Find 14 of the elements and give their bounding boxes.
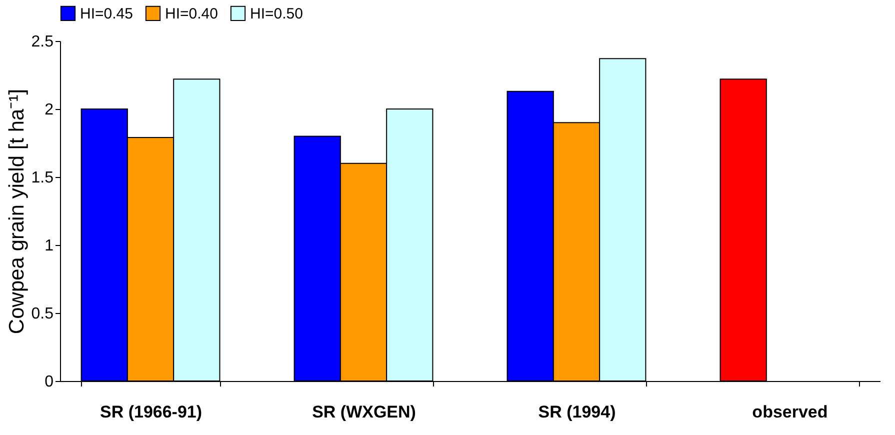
y-tick-label: 0	[44, 374, 54, 390]
x-tick-label: SR (1966-91)	[100, 402, 202, 422]
x-tick-label: SR (WXGEN)	[312, 402, 416, 422]
y-tick-label: 0.5	[31, 306, 54, 322]
y-tick-label: 1.5	[31, 170, 54, 186]
y-axis-title: Cowpea grain yield [t ha⁻¹]	[5, 88, 28, 334]
x-tick-label: SR (1994)	[538, 402, 616, 422]
y-tick-label: 2	[44, 102, 54, 118]
legend-label: HI=0.40	[165, 5, 218, 22]
y-tick-label: 2.5	[31, 34, 54, 50]
legend-label: HI=0.45	[80, 5, 133, 22]
x-tick-label: observed	[752, 402, 828, 422]
legend-label: HI=0.50	[250, 5, 303, 22]
y-tick-label: 1	[44, 238, 54, 254]
